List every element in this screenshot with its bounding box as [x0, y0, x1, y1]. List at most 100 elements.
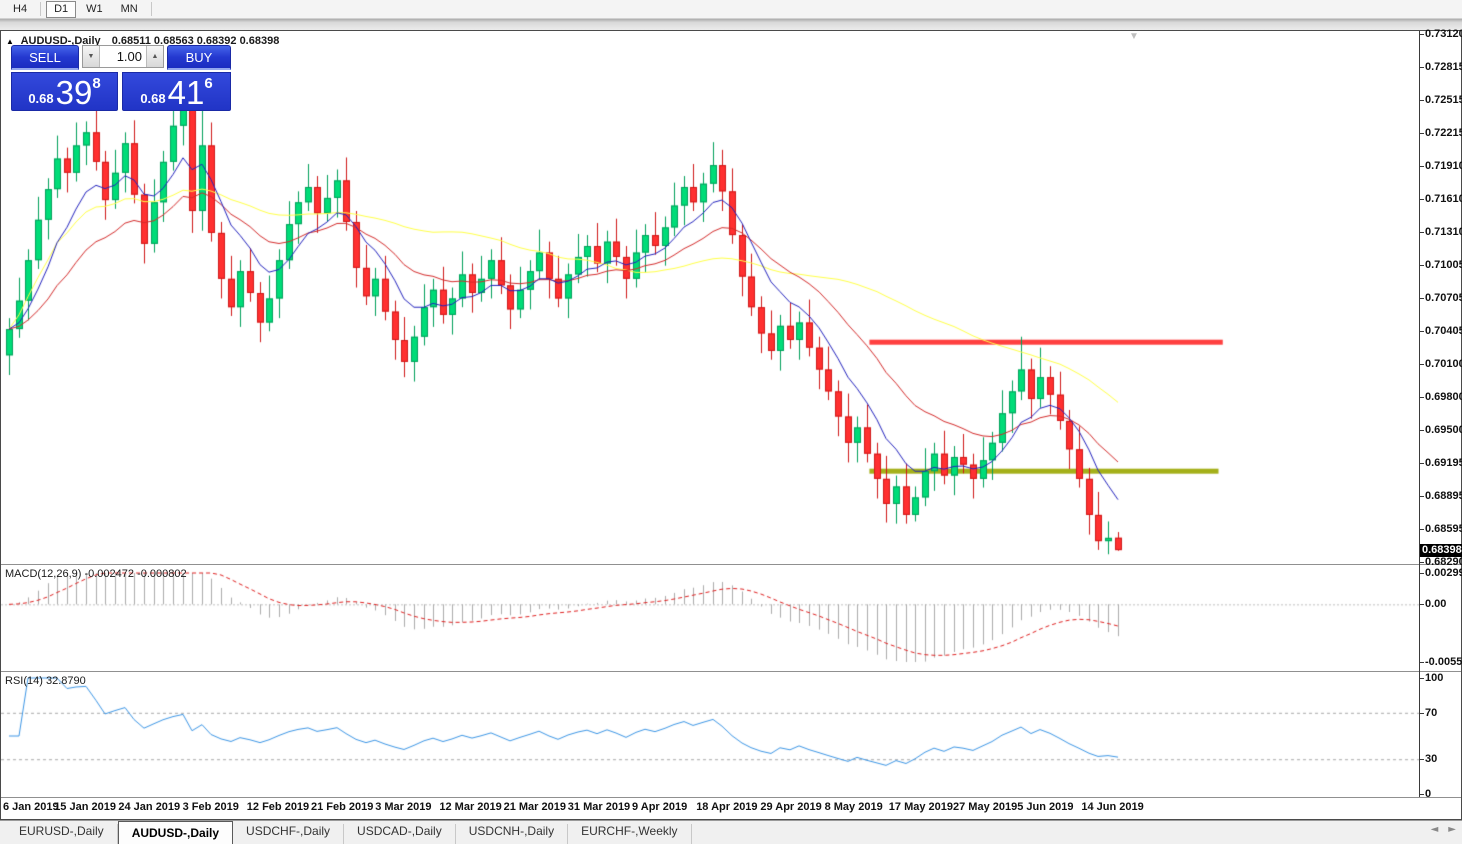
sell-price-box[interactable]: 0.68 39 8: [11, 72, 118, 111]
price-axis-tick-mark: [1419, 100, 1424, 102]
macd-axis-tick-mark: [1419, 662, 1424, 663]
time-axis-tick: 15 Jan 2019: [54, 801, 116, 813]
price-axis-tick-mark: [1419, 67, 1424, 69]
time-axis-tick: 12 Mar 2019: [439, 801, 502, 813]
time-axis-tick: 21 Mar 2019: [503, 801, 566, 813]
volume-increase-button[interactable]: ▲: [146, 46, 163, 67]
volume-input[interactable]: [100, 46, 146, 67]
price-axis-tick-mark: [1419, 462, 1424, 464]
time-axis-tick: 9 Apr 2019: [632, 801, 688, 813]
tab-usdchf-daily[interactable]: USDCHF-,Daily: [233, 824, 345, 844]
sell-price-small: 0.68: [28, 91, 54, 106]
timeframe-mn-button[interactable]: MN: [113, 1, 146, 18]
price-axis-tick: 0.71610: [1425, 193, 1462, 205]
rsi-axis-tick: 100: [1425, 672, 1444, 684]
price-axis-tick-mark: [1419, 166, 1424, 168]
tab-eurchf-weekly[interactable]: EURCHF-,Weekly: [568, 824, 692, 844]
tab-scroll-left-icon[interactable]: ◄: [1430, 824, 1439, 835]
time-axis-tick: 14 Jun 2019: [1081, 801, 1144, 813]
price-axis-tick-mark: [1419, 132, 1424, 134]
price-axis-tick-mark: [1419, 265, 1424, 267]
price-axis-tick-mark: [1419, 199, 1424, 200]
toolbar-separator: [150, 2, 152, 16]
time-axis-tick: 3 Mar 2019: [375, 801, 432, 813]
time-axis-tick: 8 May 2019: [824, 801, 883, 813]
price-axis-tick-mark: [1419, 33, 1424, 35]
time-axis-tick: 5 Jun 2019: [1017, 801, 1074, 813]
price-axis-tick-mark: [1419, 528, 1424, 530]
buy-price-box[interactable]: 0.68 41 6: [122, 72, 231, 111]
price-chart-canvas[interactable]: [1, 31, 1420, 563]
price-axis-tick: 0.68290: [1425, 555, 1462, 568]
toolbar-separator: [40, 2, 42, 16]
price-axis-tick: 0.70405: [1425, 324, 1462, 337]
tab-scroll-right-icon[interactable]: ►: [1448, 824, 1456, 835]
timeframe-toolbar: H4 D1 W1 MN: [0, 0, 1462, 19]
price-axis-tick: 0.72815: [1425, 61, 1462, 74]
price-axis-tick: 0.68895: [1425, 489, 1462, 502]
sell-price-sup: 8: [92, 75, 101, 92]
time-axis-tick: 12 Feb 2019: [246, 801, 310, 813]
time-axis-tick: 29 Apr 2019: [760, 801, 822, 813]
buy-price-sup: 6: [204, 75, 213, 92]
time-axis-tick: 17 May 2019: [888, 801, 954, 813]
rsi-axis-tick-mark: [1419, 712, 1424, 714]
time-axis-tick: 18 Apr 2019: [696, 801, 758, 813]
tab-eurusd-daily[interactable]: EURUSD-,Daily: [6, 824, 118, 844]
price-axis-tick-mark: [1419, 561, 1424, 563]
window-top-strip: [0, 19, 1462, 30]
time-axis-tick: 31 Mar 2019: [567, 801, 631, 813]
collapse-trade-panel-icon[interactable]: ▲: [6, 37, 14, 46]
sell-price-big: 39: [55, 74, 93, 111]
current-price-tag: 0.68398: [1420, 544, 1462, 557]
rsi-axis-tick-mark: [1419, 759, 1424, 761]
macd-axis-tick: 0.00: [1425, 598, 1447, 611]
time-axis-tick: 27 May 2019: [953, 801, 1018, 813]
ohlc-values: 0.68511 0.68563 0.68392 0.68398: [111, 35, 280, 47]
chart-window: ▲ AUDUSD-,Daily 0.68511 0.68563 0.68392 …: [0, 28, 1462, 820]
volume-spinner: ▼ ▲: [82, 45, 164, 68]
tab-usdcad-daily[interactable]: USDCAD-,Daily: [344, 824, 456, 844]
price-axis-tick-mark: [1419, 231, 1424, 233]
spinner-down-icon: ▼: [87, 53, 95, 60]
price-axis-tick: 0.69800: [1425, 390, 1462, 403]
rsi-axis-tick-mark: [1419, 794, 1424, 795]
rsi-label: RSI(14) 32.8790: [5, 675, 86, 687]
symbol-label: AUDUSD-,Daily: [20, 35, 101, 47]
timeframe-d1-button[interactable]: D1: [46, 0, 77, 18]
rsi-axis-tick: 70: [1425, 706, 1438, 719]
price-axis-tick-mark: [1419, 495, 1424, 497]
pane-separator[interactable]: [1, 671, 1461, 672]
buy-price-small: 0.68: [140, 91, 166, 106]
price-axis-tick: 0.68595: [1425, 522, 1462, 535]
price-axis-tick: 0.71910: [1425, 160, 1462, 173]
time-axis-separator: [1, 797, 1461, 798]
macd-axis-tick: -0.005514: [1425, 656, 1462, 668]
buy-button[interactable]: BUY: [167, 45, 231, 70]
time-axis-tick: 21 Feb 2019: [311, 801, 374, 813]
price-axis-tick-mark: [1419, 396, 1424, 398]
timeframe-w1-button[interactable]: W1: [78, 1, 111, 18]
price-axis-tick: 0.71310: [1425, 225, 1462, 238]
price-axis-tick: 0.71005: [1425, 259, 1462, 272]
chart-tab-bar: EURUSD-,Daily AUDUSD-,Daily USDCHF-,Dail…: [0, 820, 1462, 844]
pane-separator[interactable]: [1, 564, 1461, 565]
tab-audusd-daily[interactable]: AUDUSD-,Daily: [117, 821, 234, 844]
price-axis-tick: 0.69500: [1425, 423, 1462, 436]
tab-usdcnh-daily[interactable]: USDCNH-,Daily: [456, 824, 569, 844]
rsi-indicator-canvas[interactable]: [1, 673, 1420, 797]
sell-button[interactable]: SELL: [11, 45, 79, 70]
chart-shift-icon[interactable]: ▼: [1129, 31, 1139, 42]
price-axis-tick-mark: [1419, 429, 1424, 431]
volume-decrease-button[interactable]: ▼: [83, 46, 100, 67]
price-axis-tick-mark: [1419, 297, 1424, 299]
price-axis-tick: 0.70705: [1425, 291, 1462, 304]
macd-indicator-canvas[interactable]: [1, 566, 1420, 670]
timeframe-h4-button[interactable]: H4: [5, 1, 35, 18]
buy-price-big: 41: [167, 74, 205, 111]
price-axis-tick-mark: [1419, 364, 1424, 366]
macd-axis-tick-mark: [1419, 604, 1424, 606]
price-axis-line: [1419, 31, 1420, 797]
rsi-axis-tick: 0: [1425, 788, 1432, 800]
